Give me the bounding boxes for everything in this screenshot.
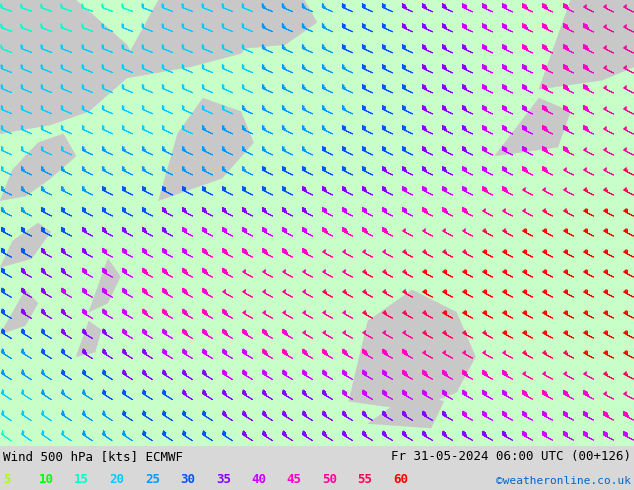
Text: ©weatheronline.co.uk: ©weatheronline.co.uk (496, 476, 631, 487)
Text: 55: 55 (358, 473, 373, 487)
Polygon shape (0, 134, 76, 201)
Polygon shape (76, 321, 101, 357)
Text: 30: 30 (181, 473, 195, 487)
Text: 5: 5 (3, 473, 11, 487)
Polygon shape (0, 223, 51, 268)
Text: 20: 20 (110, 473, 124, 487)
Polygon shape (495, 98, 571, 156)
Polygon shape (0, 290, 38, 334)
Polygon shape (539, 0, 634, 89)
Polygon shape (158, 98, 254, 201)
Text: 15: 15 (74, 473, 89, 487)
Text: Fr 31-05-2024 06:00 UTC (00+126): Fr 31-05-2024 06:00 UTC (00+126) (391, 450, 631, 464)
Text: 35: 35 (216, 473, 231, 487)
Polygon shape (114, 0, 266, 80)
Text: 25: 25 (145, 473, 160, 487)
Polygon shape (368, 392, 444, 428)
Polygon shape (89, 259, 120, 312)
Text: 60: 60 (393, 473, 408, 487)
Text: 10: 10 (39, 473, 54, 487)
Polygon shape (349, 290, 476, 410)
Polygon shape (190, 0, 317, 53)
Text: Wind 500 hPa [kts] ECMWF: Wind 500 hPa [kts] ECMWF (3, 450, 183, 464)
Text: 45: 45 (287, 473, 302, 487)
Text: 40: 40 (251, 473, 266, 487)
Text: 50: 50 (322, 473, 337, 487)
Polygon shape (0, 0, 139, 134)
